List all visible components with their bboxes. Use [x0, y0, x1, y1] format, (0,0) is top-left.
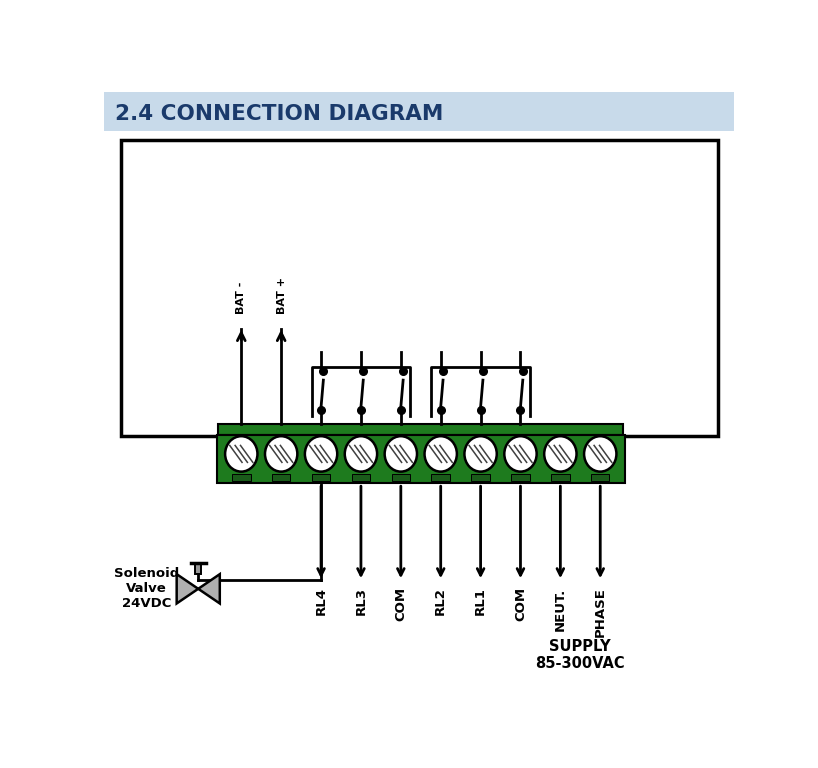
Text: RL3: RL3 [354, 588, 367, 615]
Text: RL1: RL1 [474, 588, 487, 615]
Bar [312, 474, 330, 481]
Ellipse shape [265, 436, 297, 472]
Bar [551, 474, 569, 481]
Text: COM: COM [514, 588, 527, 621]
Text: BAT -: BAT - [236, 282, 245, 314]
Polygon shape [177, 574, 198, 604]
Bar [232, 474, 250, 481]
Ellipse shape [584, 436, 617, 472]
Bar [352, 474, 371, 481]
Text: RL2: RL2 [434, 588, 447, 615]
Bar [511, 474, 530, 481]
Ellipse shape [225, 436, 258, 472]
Text: 2.4 CONNECTION DIAGRAM: 2.4 CONNECTION DIAGRAM [115, 104, 443, 124]
Bar [105, 92, 735, 131]
Bar [196, 564, 201, 574]
Text: NEUT.: NEUT. [554, 588, 567, 631]
Bar [431, 474, 450, 481]
Ellipse shape [384, 436, 417, 472]
Ellipse shape [425, 436, 457, 472]
Bar [218, 424, 623, 435]
Text: BAT +: BAT + [277, 277, 287, 314]
Bar [217, 435, 625, 482]
Ellipse shape [344, 436, 377, 472]
Ellipse shape [505, 436, 537, 472]
Ellipse shape [305, 436, 337, 472]
Polygon shape [198, 574, 220, 604]
Text: SUPPLY
85-300VAC: SUPPLY 85-300VAC [536, 639, 625, 671]
Bar [272, 474, 290, 481]
Ellipse shape [465, 436, 497, 472]
Bar [392, 474, 410, 481]
Bar [591, 474, 609, 481]
Bar [471, 474, 490, 481]
Text: RL4: RL4 [315, 588, 327, 615]
Bar [121, 140, 718, 436]
Text: PHASE: PHASE [594, 588, 607, 637]
Text: Solenoid
Valve
24VDC: Solenoid Valve 24VDC [114, 568, 179, 611]
Ellipse shape [544, 436, 577, 472]
Text: COM: COM [394, 588, 407, 621]
